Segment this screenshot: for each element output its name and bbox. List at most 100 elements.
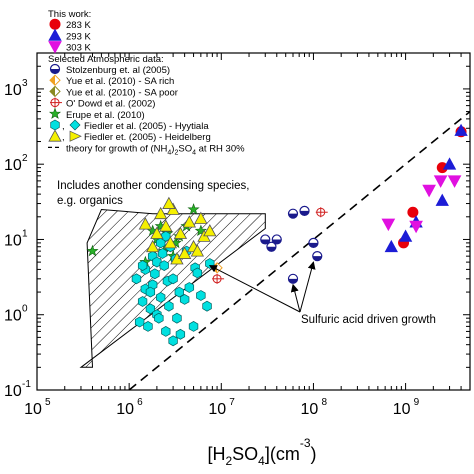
data-point-1-5 bbox=[454, 123, 468, 136]
legend-marker bbox=[48, 129, 62, 142]
data-point-2-0 bbox=[381, 218, 396, 232]
legend-label-8: O' Dowd et al. (2002) bbox=[66, 99, 155, 110]
organics-note-line1: Includes another condensing species, bbox=[57, 180, 249, 192]
legend-marker-fill bbox=[50, 75, 55, 86]
data-point-2-2 bbox=[422, 184, 436, 198]
data-point-8-12 bbox=[190, 244, 205, 257]
data-point-3-3-fill bbox=[300, 210, 310, 216]
data-point-3-2 bbox=[287, 208, 299, 219]
data-point-8-2 bbox=[150, 226, 164, 239]
data-point-8-0 bbox=[138, 217, 153, 230]
legend-label-part: 4 bbox=[167, 149, 171, 156]
x-axis-label-part: -3 bbox=[300, 436, 311, 450]
x-tick-label-2: 10 bbox=[208, 401, 226, 418]
data-point-7-30 bbox=[196, 290, 206, 301]
data-point-7-31 bbox=[202, 300, 212, 312]
data-point-8-16 bbox=[162, 196, 176, 209]
data-point-7-5 bbox=[143, 320, 153, 332]
legend-marker bbox=[50, 119, 60, 131]
legend-label-0: This work: bbox=[48, 9, 91, 20]
data-point-3-5 bbox=[312, 251, 323, 262]
y-tick-exp-4: 3 bbox=[22, 78, 28, 89]
legend-label-3: 303 K bbox=[66, 43, 91, 54]
legend-entry-8: O' Dowd et al. (2002) bbox=[50, 97, 155, 110]
legend-entry-3: 303 K bbox=[48, 41, 91, 54]
x-tick-exp-2: 7 bbox=[229, 397, 235, 408]
data-point-1-4 bbox=[442, 157, 457, 170]
legend-marker-fill bbox=[50, 69, 60, 74]
data-point-3-0 bbox=[260, 234, 271, 245]
x-axis-label-part: SO bbox=[232, 444, 258, 464]
data-point-7-2 bbox=[137, 296, 148, 307]
plot-frame bbox=[36, 52, 471, 391]
data-point-7-35 bbox=[161, 230, 171, 242]
legend-label-part: theory for growth of (NH bbox=[66, 143, 168, 154]
data-point-8-5 bbox=[163, 236, 178, 249]
data-point-7-23 bbox=[174, 286, 184, 298]
series-2 bbox=[381, 175, 462, 234]
data-point-8-13 bbox=[194, 211, 208, 224]
data-point-1-3 bbox=[435, 193, 449, 206]
y-tick-exp-3: 2 bbox=[22, 153, 28, 164]
data-point-7-16 bbox=[161, 325, 171, 337]
legend-marker bbox=[48, 28, 62, 41]
y-tick-exp-2: 1 bbox=[22, 228, 28, 239]
x-axis-label-part: 2 bbox=[225, 454, 232, 468]
data-point-3-2-fill bbox=[288, 213, 298, 219]
legend-label-1: 283 K bbox=[66, 20, 91, 31]
data-point-3-0-fill bbox=[260, 239, 270, 244]
data-point-6-0 bbox=[86, 244, 99, 257]
legend-label-part: at RH 30% bbox=[196, 143, 245, 154]
annotation-arrow-2 bbox=[299, 261, 316, 313]
data-point-7-21 bbox=[168, 335, 178, 347]
legend-marker bbox=[48, 107, 62, 119]
series-8 bbox=[138, 196, 217, 265]
data-point-3-7 bbox=[266, 241, 277, 252]
x-tick-label-4: 10 bbox=[393, 401, 411, 418]
data-point-7-24 bbox=[175, 328, 186, 340]
legend-label-part: ) bbox=[171, 143, 174, 154]
data-point-5-0 bbox=[212, 273, 225, 284]
legend-label-comma: , bbox=[62, 132, 65, 143]
y-tick-exp-1: 0 bbox=[22, 304, 28, 315]
sulfuric-acid-note: Sulfuric acid driven growth bbox=[301, 314, 436, 326]
annotation-arrow-0 bbox=[208, 265, 301, 313]
annotation-arrow-1 bbox=[290, 283, 301, 313]
legend-label-10: , Fiedler et al. (2005) - Hyytiala bbox=[62, 121, 209, 132]
data-point-6-11 bbox=[194, 224, 207, 237]
legend-marker bbox=[48, 41, 62, 54]
data-point-3-4 bbox=[308, 237, 319, 249]
legend-label-9: Erupe et al. (2010) bbox=[66, 110, 145, 121]
organics-note-line2: e.g. organics bbox=[57, 195, 123, 207]
data-point-7-38 bbox=[137, 260, 148, 272]
legend-entry-4: Selected Atmospheric data: bbox=[48, 54, 164, 65]
data-point-8-8 bbox=[173, 226, 188, 239]
data-point-2-1 bbox=[409, 220, 423, 234]
data-point-8-3 bbox=[154, 206, 168, 220]
legend-marker bbox=[50, 97, 62, 108]
legend-label-text: Fiedler et al. (2005) - Hyytiala bbox=[84, 121, 209, 132]
legend-label-12: theory for growth of (NH4)2SO4 at RH 30% bbox=[66, 143, 245, 156]
legend-marker bbox=[49, 63, 61, 75]
data-point-3-5-fill bbox=[312, 256, 322, 261]
data-point-7-29 bbox=[192, 267, 203, 279]
data-point-8-4 bbox=[159, 219, 173, 232]
legend-entry-0: This work: bbox=[48, 9, 91, 20]
data-point-8-1 bbox=[145, 239, 160, 253]
data-point-5-1 bbox=[315, 207, 328, 218]
series-7 bbox=[131, 230, 215, 347]
x-axis-label-part: [H bbox=[207, 444, 225, 464]
legend-marker bbox=[49, 85, 61, 98]
legend-entry-6: Yue et al. (2010) - SA rich bbox=[49, 74, 174, 87]
data-point-7-6 bbox=[145, 303, 156, 315]
axes: 10 5 10 6 10 7 10 8 10 910 -110 010 110 210 3 bbox=[4, 52, 471, 418]
data-point-1-0 bbox=[384, 239, 398, 253]
legend-entry-1: 283 K bbox=[49, 18, 91, 31]
data-point-8-10 bbox=[182, 215, 197, 228]
legend-label-2: 293 K bbox=[66, 31, 91, 42]
y-tick-label-1: 10 bbox=[4, 308, 22, 325]
data-point-7-13 bbox=[156, 291, 166, 303]
data-point-1-1 bbox=[398, 229, 413, 242]
data-point-2-4 bbox=[447, 175, 462, 188]
